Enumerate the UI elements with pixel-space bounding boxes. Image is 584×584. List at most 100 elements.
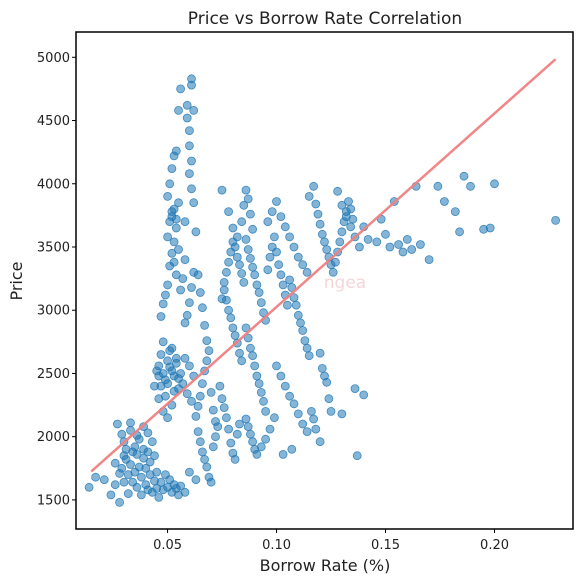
scatter-point [298, 419, 308, 429]
scatter-point [243, 422, 253, 432]
scatter-point [126, 460, 135, 469]
scatter-point [341, 212, 351, 222]
scatter-point [459, 171, 469, 181]
scatter-point [282, 300, 292, 310]
scatter-point [333, 186, 343, 196]
scatter-point [239, 277, 249, 287]
scatter-point [221, 413, 231, 423]
scatter-point [551, 215, 560, 225]
scatter-point [433, 181, 443, 191]
scatter-point [182, 310, 192, 320]
scatter-point [466, 181, 475, 191]
scatter-point [254, 288, 264, 297]
scatter-point [439, 197, 449, 206]
scatter-point [285, 391, 295, 401]
scatter-point [113, 419, 122, 429]
scatter-point [261, 406, 271, 416]
scatter-point [274, 260, 284, 270]
scatter-point [485, 223, 495, 233]
chart-title: Price vs Borrow Rate Correlation [188, 9, 462, 29]
scatter-point [156, 477, 166, 487]
scatter-point [211, 417, 220, 426]
scatter-point [195, 391, 205, 401]
scatter-point [169, 386, 179, 396]
scatter-point [176, 481, 186, 491]
scatter-point [180, 217, 190, 227]
scatter-point [147, 437, 157, 447]
scatter-point [171, 270, 181, 280]
scatter-point [337, 409, 347, 419]
scatter-point [187, 74, 196, 84]
scatter-point [208, 442, 218, 452]
scatter-point [289, 399, 299, 409]
scatter-point [337, 227, 347, 237]
ticks-layer: 0.05 0.10 0.15 0.20 1500 2000 2500 3000 3500 4000… [37, 51, 509, 553]
scatter-point [269, 232, 279, 242]
scatter-point [287, 283, 297, 292]
scatter-point [359, 390, 369, 400]
y-tick-label: 2500 [37, 367, 70, 382]
scatter-point [219, 277, 229, 287]
scatter-point [187, 396, 196, 406]
scatter-point [99, 475, 109, 485]
scatter-point [230, 454, 240, 464]
scatter-point [245, 343, 255, 353]
scatter-point [191, 227, 201, 237]
scatter-point [272, 247, 281, 257]
scatter-point [187, 156, 196, 166]
x-tick-label: 0.15 [371, 538, 400, 553]
scatter-point [178, 274, 188, 284]
scatter-point [265, 252, 275, 262]
scatter-point [239, 200, 249, 210]
scatter-point [163, 191, 173, 201]
scatter-point [490, 179, 499, 189]
scatter-point [191, 475, 201, 485]
scatter-point [193, 401, 203, 411]
scatter-point [123, 489, 133, 499]
scatter-point [324, 394, 334, 404]
scatter-point [226, 438, 236, 448]
scatter-point [317, 363, 327, 373]
scatter-point [163, 413, 173, 423]
scatter-point [381, 229, 390, 239]
scatter-point [272, 197, 281, 206]
scatter-point [200, 320, 210, 330]
scatter-point [115, 497, 124, 507]
scatter-point [176, 285, 186, 295]
scatter-point [302, 343, 312, 353]
scatter-point [256, 387, 266, 397]
scatter-point [243, 194, 253, 204]
scatter-point [110, 458, 120, 468]
scatter-point [84, 482, 94, 492]
scatter-point [197, 379, 207, 389]
scatter-point [224, 207, 234, 217]
x-axis-label: Borrow Rate (%) [260, 556, 391, 575]
scatter-point [184, 169, 194, 179]
plot-frame [75, 31, 574, 530]
scatter-point [291, 300, 301, 310]
scatter-point [306, 406, 316, 416]
scatter-point [326, 406, 336, 416]
scatter-point [136, 490, 146, 500]
points-layer [84, 74, 560, 507]
scatter-point [256, 298, 266, 308]
scatter-point [320, 237, 329, 247]
scatter-point [143, 428, 153, 438]
scatter-point [226, 313, 236, 323]
x-tick-label: 0.05 [153, 538, 182, 553]
scatter-point [230, 242, 240, 252]
scatter-point [315, 437, 325, 447]
scatter-point [191, 411, 201, 421]
scatter-point [248, 437, 258, 447]
scatter-point [313, 209, 323, 219]
scatter-point [141, 463, 151, 473]
scatter-point [402, 234, 412, 244]
scatter-point [263, 217, 273, 227]
scatter-point [248, 262, 258, 272]
scatter-point [154, 492, 164, 502]
scatter-point [178, 379, 188, 389]
scatter-point [165, 179, 175, 189]
scatter-point [241, 234, 251, 244]
scatter-point [230, 331, 240, 340]
scatter-point [202, 356, 212, 366]
